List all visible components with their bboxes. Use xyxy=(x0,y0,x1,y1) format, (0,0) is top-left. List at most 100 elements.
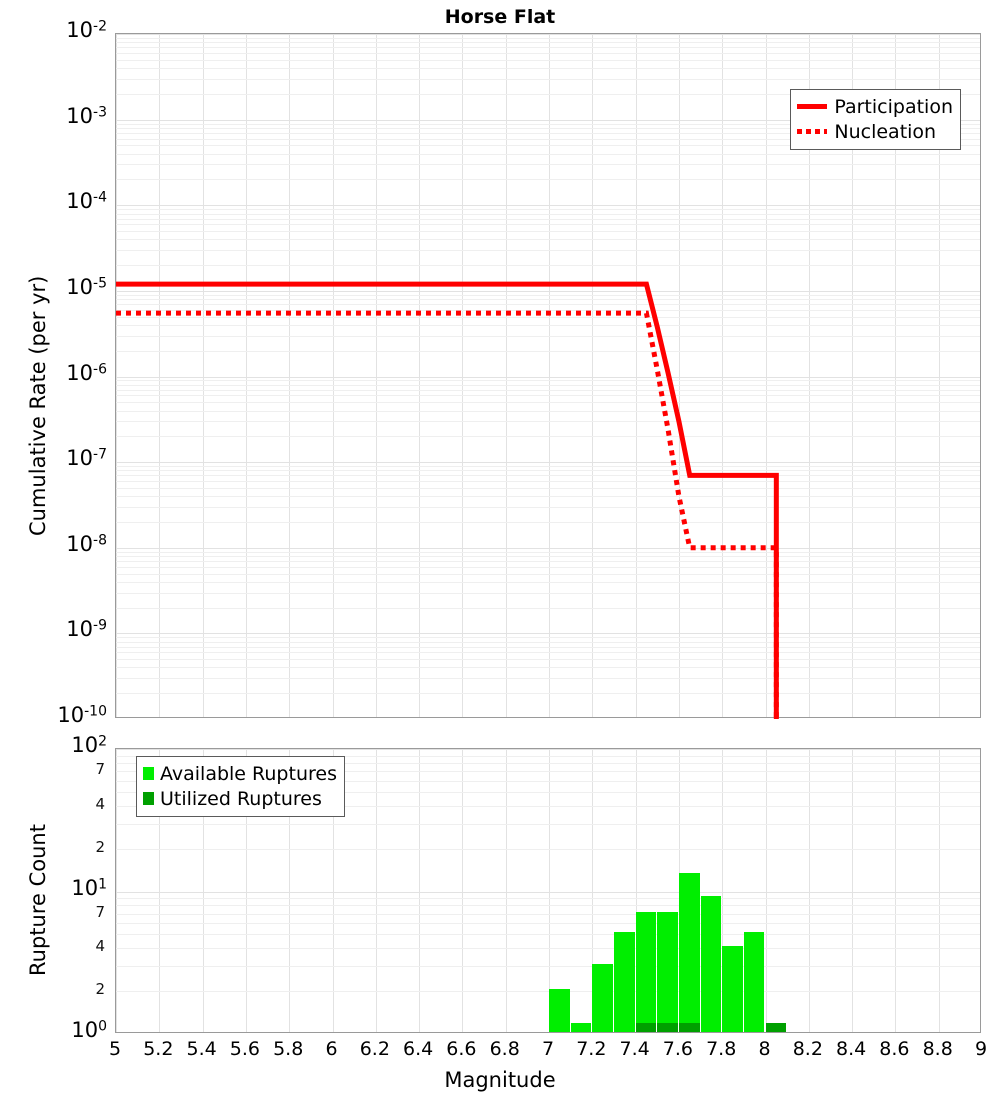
gridline-horizontal xyxy=(116,310,980,311)
x-tick-label: 5.6 xyxy=(229,1038,260,1060)
gridline-vertical xyxy=(722,34,724,717)
histogram-bar-utilized xyxy=(657,1023,678,1032)
histogram-bar xyxy=(743,932,765,1032)
gridline-vertical xyxy=(332,749,334,1032)
legend-item-utilized: Utilized Ruptures xyxy=(143,786,337,811)
gridline-horizontal xyxy=(116,53,980,54)
gridline-horizontal xyxy=(116,402,980,403)
y-tick-top: 10-8 xyxy=(66,531,107,556)
y-minor-tick-bottom: 4 xyxy=(95,794,105,813)
x-tick-label: 7.6 xyxy=(662,1038,693,1060)
gridline-horizontal xyxy=(116,659,980,660)
y-tick-bottom: 101 xyxy=(71,875,107,900)
y-tick-top: 10-5 xyxy=(66,274,107,299)
gridline-vertical xyxy=(159,34,161,717)
gridline-horizontal xyxy=(116,325,980,326)
gridline-horizontal xyxy=(116,60,980,61)
legend-label-utilized: Utilized Ruptures xyxy=(160,787,322,810)
legend-label-nucleation: Nucleation xyxy=(834,120,937,143)
x-tick-label: 9 xyxy=(974,1038,988,1060)
gridline-vertical xyxy=(765,34,767,717)
gridline-horizontal xyxy=(116,299,980,300)
gridline-vertical xyxy=(289,34,291,717)
x-tick-label: 5.4 xyxy=(186,1038,217,1060)
histogram-bar xyxy=(722,946,743,1032)
gridline-horizontal xyxy=(116,395,980,396)
gridline-horizontal xyxy=(116,496,980,497)
histogram-bar xyxy=(549,989,570,1032)
x-tick-label: 8.4 xyxy=(835,1038,867,1060)
x-tick-label: 7 xyxy=(541,1038,555,1060)
gridline-horizontal xyxy=(116,693,980,694)
histogram-bar xyxy=(657,911,678,1032)
gridline-horizontal xyxy=(116,462,980,463)
green-square-swatch xyxy=(143,767,154,780)
gridline-horizontal xyxy=(116,678,980,679)
gridline-vertical xyxy=(419,749,421,1032)
y-minor-tick-bottom: 7 xyxy=(95,902,105,921)
gridline-horizontal xyxy=(116,34,980,35)
rate-curves xyxy=(116,281,779,719)
gridline-horizontal xyxy=(116,79,980,80)
gridline-horizontal xyxy=(116,548,980,549)
gridline-horizontal xyxy=(116,593,980,594)
histogram-bar xyxy=(570,1023,592,1032)
gridline-vertical xyxy=(116,34,117,717)
histogram-bar-utilized xyxy=(635,1023,657,1032)
legend-item-available: Available Ruptures xyxy=(143,761,337,786)
gridline-horizontal xyxy=(116,898,980,899)
gridline-vertical xyxy=(289,749,291,1032)
gridline-horizontal xyxy=(116,421,980,422)
gridline-horizontal xyxy=(116,667,980,668)
gridline-vertical xyxy=(895,34,897,717)
gridline-horizontal xyxy=(116,214,980,215)
gridline-vertical xyxy=(202,749,204,1032)
dark-green-square-swatch xyxy=(143,792,154,805)
gridline-horizontal xyxy=(116,567,980,568)
gridline-horizontal xyxy=(116,966,980,967)
gridline-horizontal xyxy=(116,552,980,553)
x-tick-label: 8.2 xyxy=(792,1038,823,1060)
rupture-histogram xyxy=(116,749,980,1032)
gridline-horizontal xyxy=(116,948,980,949)
gridline-horizontal xyxy=(116,892,980,893)
gridline-horizontal xyxy=(116,154,980,155)
gridline-vertical xyxy=(592,34,594,717)
gridline-horizontal xyxy=(116,637,980,638)
histogram-bar xyxy=(678,873,700,1032)
gridline-horizontal xyxy=(116,923,980,924)
gridline-horizontal xyxy=(116,561,980,562)
gridline-horizontal xyxy=(116,522,980,523)
gridline-horizontal xyxy=(116,124,980,125)
gridline-vertical xyxy=(245,34,247,717)
dotted-line-swatch xyxy=(797,129,828,134)
gridline-horizontal xyxy=(116,642,980,643)
histogram-bar xyxy=(765,1023,787,1032)
y-tick-top: 10-6 xyxy=(66,360,107,385)
gridline-horizontal xyxy=(116,781,980,782)
x-tick-label: 6 xyxy=(325,1038,338,1060)
gridline-vertical xyxy=(852,749,854,1032)
gridline-vertical xyxy=(462,34,464,717)
gridline-horizontal xyxy=(116,291,980,292)
histogram-bar-utilized xyxy=(765,1023,787,1032)
gridline-horizontal xyxy=(116,991,980,992)
gridline-vertical xyxy=(245,749,247,1032)
y-minor-tick-bottom: 2 xyxy=(95,980,105,999)
x-axis-title: Magnitude xyxy=(444,1068,556,1092)
gridline-vertical xyxy=(332,34,334,717)
gridline-horizontal xyxy=(116,94,980,95)
gridline-horizontal xyxy=(116,507,980,508)
gridline-horizontal xyxy=(116,608,980,609)
rupture-legend: Available Ruptures Utilized Ruptures xyxy=(136,756,345,817)
legend-label-available: Available Ruptures xyxy=(160,762,337,785)
gridline-horizontal xyxy=(116,219,980,220)
x-tick-label: 8.8 xyxy=(922,1038,953,1060)
gridline-horizontal xyxy=(116,336,980,337)
x-tick-label: 7.4 xyxy=(619,1038,650,1060)
chart-title: Horse Flat xyxy=(444,6,556,28)
x-tick-label: 7.8 xyxy=(706,1038,737,1060)
gridline-horizontal xyxy=(116,295,980,296)
x-tick-label: 5 xyxy=(108,1038,122,1060)
gridline-horizontal xyxy=(116,556,980,557)
